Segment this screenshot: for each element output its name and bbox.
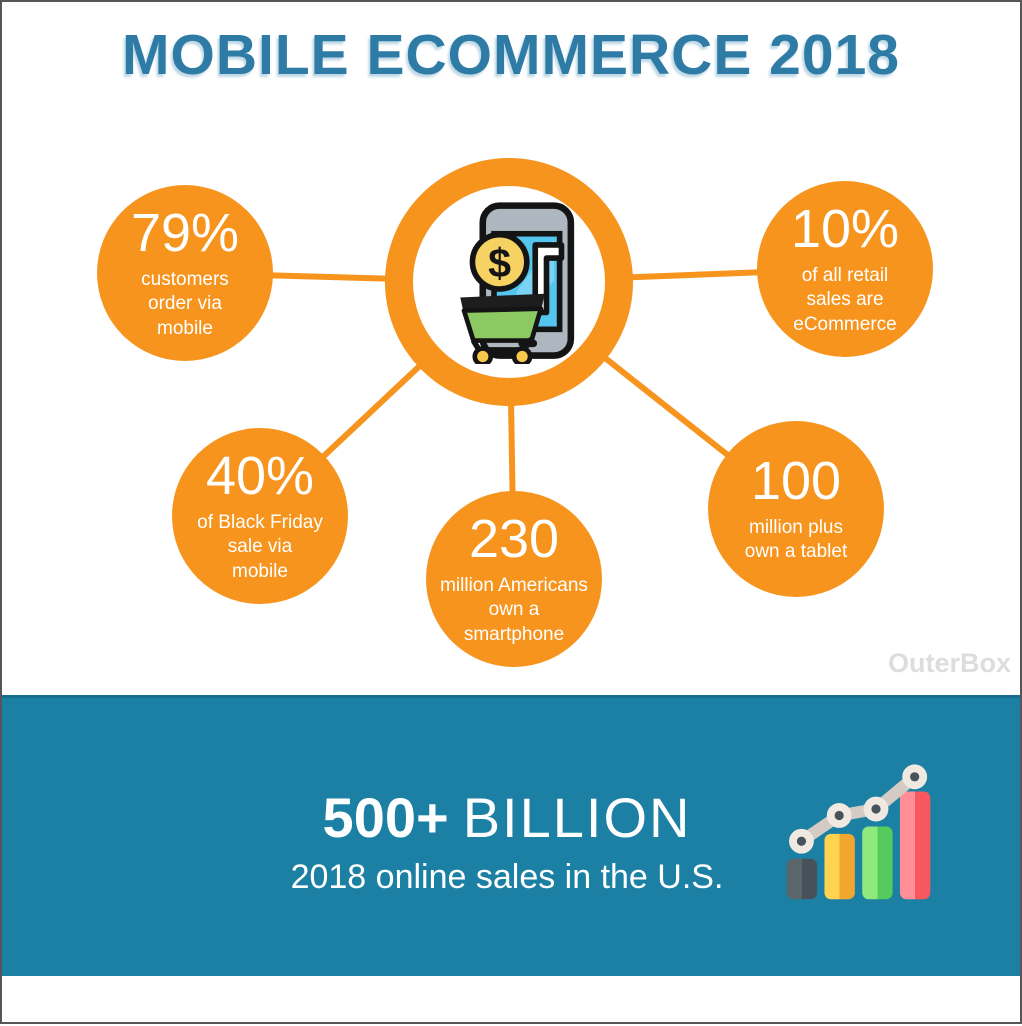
stat-bubble-black-friday-sale-via-mobile: 40% of Black Friday sale via mobile	[172, 428, 348, 604]
stat-caption: of Black Friday sale via mobile	[197, 511, 323, 582]
stat-bubble-own-a-tablet: 100 million plus own a tablet	[708, 421, 884, 597]
bottom-banner: 500+ BILLION 2018 online sales in the U.S…	[2, 695, 1020, 976]
stat-bubble-americans-own-smartphone: 230 million Americans own a smartphone	[426, 491, 602, 667]
banner-subtitle: 2018 online sales in the U.S.	[290, 858, 724, 896]
stat-caption: million Americans own a smartphone	[440, 574, 588, 645]
banner-headline: 500+ BILLION	[157, 790, 857, 846]
stat-caption: customers order via mobile	[141, 268, 229, 339]
stat-bubble-retail-sales-are-ecommerce: 10% of all retail sales are eCommerce	[757, 181, 933, 357]
stat-bubble-customers-order-via-mobile: 79% customers order via mobile	[97, 185, 273, 361]
stat-value: 79%	[130, 203, 240, 264]
brand-watermark: OuterBox	[888, 648, 1012, 678]
stat-value: 10%	[790, 199, 900, 260]
stat-value: 230	[468, 509, 560, 570]
growth-bar-chart-icon	[786, 764, 931, 900]
center-hub-circle: $	[385, 158, 633, 406]
svg-text:$: $	[488, 240, 511, 286]
stat-value: 100	[750, 451, 842, 512]
banner-unit: BILLION	[462, 786, 692, 849]
page-title: MOBILE ECOMMERCE 2018	[122, 23, 900, 87]
banner-value: 500+	[322, 786, 449, 849]
stat-caption: of all retail sales are eCommerce	[793, 264, 897, 335]
mobile-shopping-cart-icon: $	[460, 202, 575, 364]
stat-value: 40%	[205, 446, 315, 507]
stat-caption: million plus own a tablet	[744, 517, 848, 563]
